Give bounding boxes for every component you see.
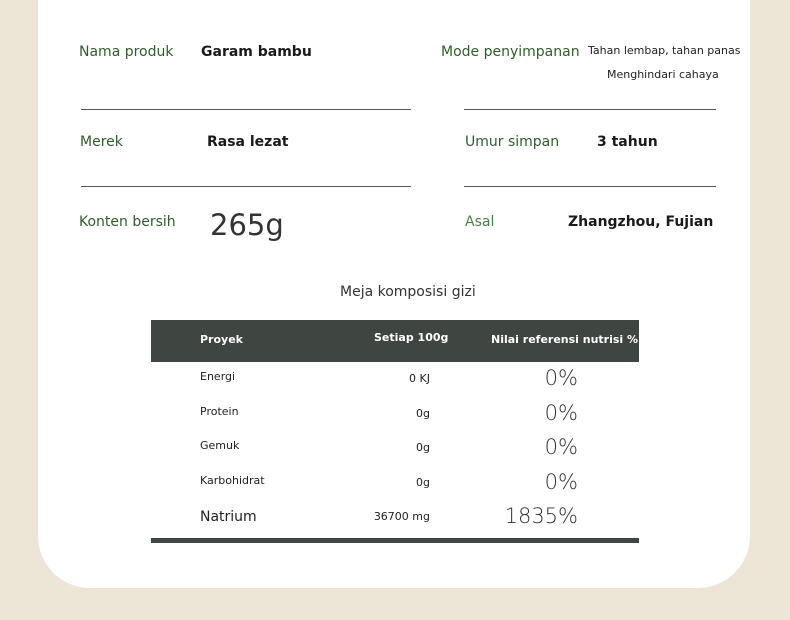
shelf-life-value: 3 tahun: [597, 134, 658, 150]
origin-value: Zhangzhou, Fujian: [568, 214, 714, 230]
nutrient-name: Karbohidrat: [200, 473, 265, 487]
header-nrv: Nilai referensi nutrisi %: [491, 333, 639, 346]
table-row: Natrium 36700 mg 1835%: [151, 500, 639, 535]
product-name-label: Nama produk: [79, 44, 174, 60]
brand-label: Merek: [80, 134, 123, 150]
table-row: Karbohidrat 0g 0%: [151, 466, 639, 501]
divider: [464, 186, 716, 187]
brand-value: Rasa lezat: [207, 134, 289, 150]
shelf-life-label: Umur simpan: [465, 134, 560, 150]
nutrient-nrv: 1835%: [504, 504, 578, 528]
storage-value-1: Tahan lembap, tahan panas: [588, 44, 741, 57]
table-footer-bar: [151, 537, 639, 543]
nutrition-title: Meja komposisi gizi: [340, 284, 476, 300]
nutrient-amount: 0g: [416, 441, 430, 454]
table-header: Proyek Setiap 100g Nilai referensi nutri…: [151, 320, 639, 362]
table-row: Protein 0g 0%: [151, 397, 639, 432]
header-item: Proyek: [200, 333, 243, 346]
nutrient-amount: 0g: [416, 406, 430, 420]
divider: [81, 109, 411, 110]
nutrient-amount: 0g: [416, 475, 430, 489]
nutrient-name: Energi: [200, 370, 236, 383]
divider: [464, 109, 716, 110]
nutrient-amount: 0 KJ: [409, 372, 430, 385]
table-row: Gemuk 0g 0%: [151, 431, 639, 466]
net-content-value: 265g: [210, 208, 284, 242]
header-per-100g: Setiap 100g: [374, 331, 449, 344]
nutrient-name: Gemuk: [200, 439, 240, 452]
product-name-value: Garam bambu: [201, 44, 312, 60]
nutrient-nrv: 0%: [544, 469, 578, 494]
product-info-card: [38, 0, 750, 588]
nutrient-nrv: 0%: [544, 366, 578, 390]
storage-label: Mode penyimpanan: [441, 44, 580, 60]
storage-value-2: Menghindari cahaya: [607, 68, 719, 81]
nutrient-amount: 36700 mg: [373, 510, 430, 523]
nutrient-name: Protein: [200, 404, 239, 418]
table-row: Energi 0 KJ 0%: [151, 362, 639, 397]
nutrition-table: Proyek Setiap 100g Nilai referensi nutri…: [151, 320, 639, 543]
origin-label: Asal: [465, 214, 495, 230]
nutrient-nrv: 0%: [544, 400, 578, 425]
divider: [81, 186, 411, 187]
net-content-label: Konten bersih: [79, 214, 176, 230]
nutrient-name: Natrium: [200, 509, 257, 525]
nutrient-nrv: 0%: [544, 435, 578, 459]
